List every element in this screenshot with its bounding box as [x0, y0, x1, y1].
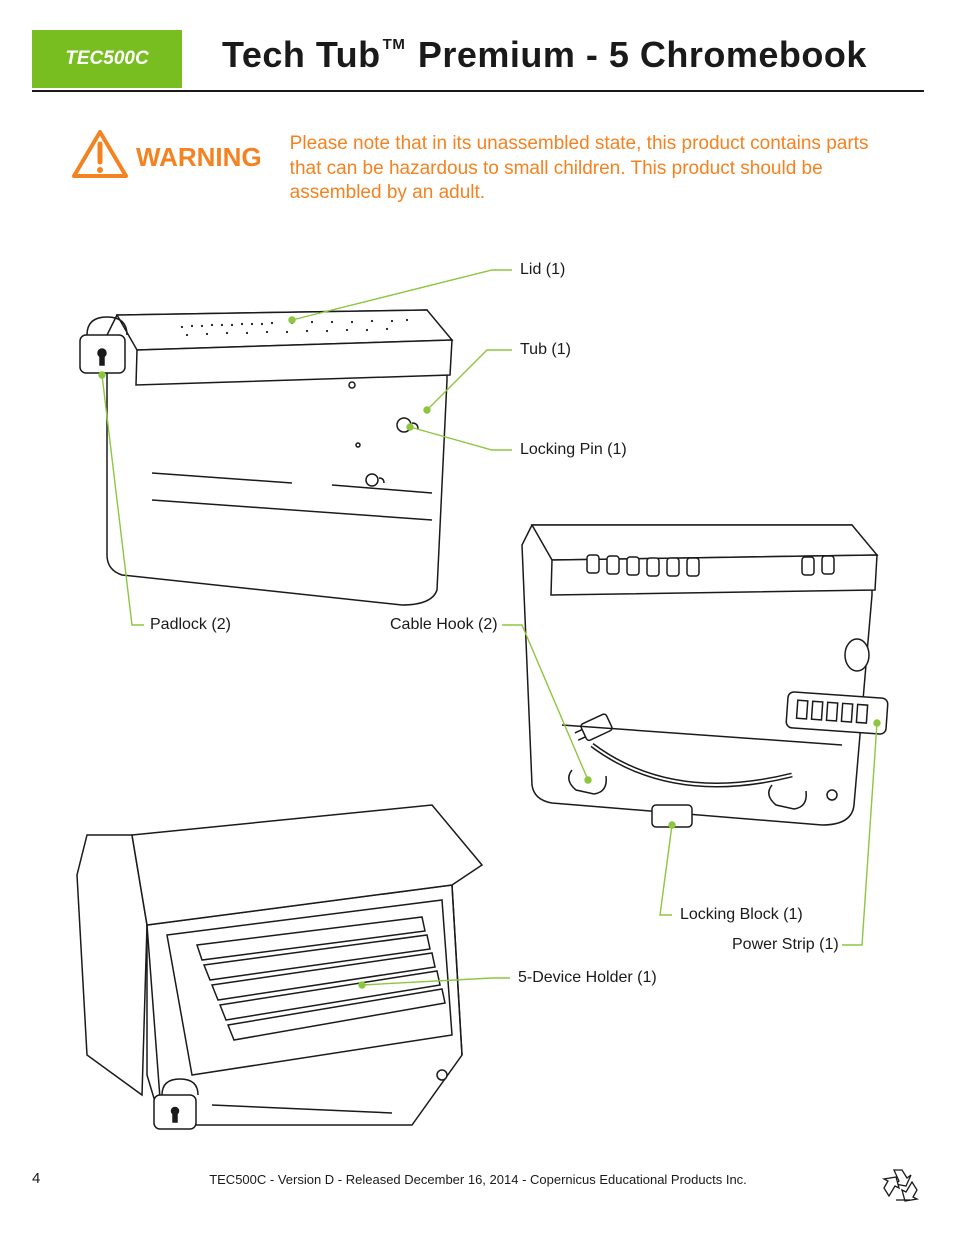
model-code: TEC500C — [65, 48, 148, 70]
header-bar: TEC500C Tech TubTM Premium - 5 Chromeboo… — [32, 30, 924, 92]
parts-illustration-svg — [32, 225, 922, 1135]
callout-locking-pin: Locking Pin (1) — [520, 441, 627, 459]
title-suffix: Premium - 5 Chromebook — [407, 34, 867, 75]
title-tm: TM — [381, 36, 408, 53]
parts-figure: Lid (1) Tub (1) Locking Pin (1) Padlock … — [32, 225, 922, 1135]
callout-lid: Lid (1) — [520, 261, 565, 279]
callout-cable-hook: Cable Hook (2) — [390, 616, 498, 634]
title-prefix: Tech Tub — [222, 34, 381, 75]
warning-triangle-icon — [72, 130, 128, 180]
callout-tub: Tub (1) — [520, 341, 571, 359]
model-tag: TEC500C — [32, 30, 182, 88]
warning-row: WARNING Please note that in its unassemb… — [72, 130, 904, 206]
callout-device-holder: 5-Device Holder (1) — [518, 969, 657, 987]
callout-padlock: Padlock (2) — [150, 616, 231, 634]
recycle-icon — [876, 1162, 924, 1210]
warning-text: Please note that in its unassembled stat… — [290, 132, 880, 206]
footer-note: TEC500C - Version D - Released December … — [32, 1172, 924, 1187]
page-title: Tech TubTM Premium - 5 Chromebook — [222, 34, 867, 76]
callout-power-strip: Power Strip (1) — [732, 936, 839, 954]
warning-label: WARNING — [136, 142, 262, 173]
footer: 4 TEC500C - Version D - Released Decembe… — [32, 1165, 924, 1205]
callout-locking-block: Locking Block (1) — [680, 906, 803, 924]
